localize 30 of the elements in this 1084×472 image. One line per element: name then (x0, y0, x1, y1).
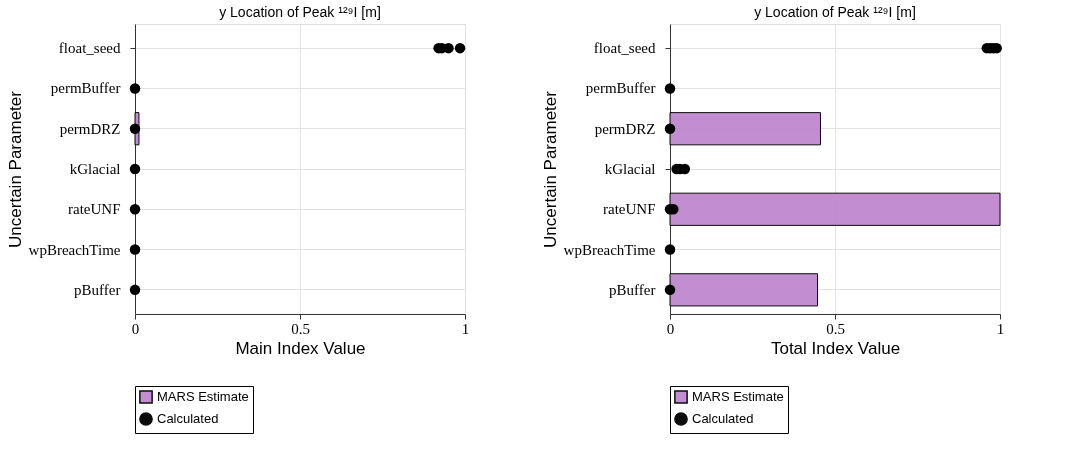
y-tick-label: kGlacial (69, 161, 121, 177)
x-tick-label: 1 (996, 320, 1005, 337)
y-tick-label: rateUNF (603, 201, 656, 218)
x-tick-label: 0.5 (291, 320, 310, 337)
x-tick-label: 0.5 (826, 320, 845, 337)
chart-title: y Location of Peak ¹²⁹I [m] (219, 4, 381, 20)
y-axis-title: Uncertain Parameter (5, 90, 25, 248)
y-tick-label: kGlacial (604, 161, 656, 177)
y-tick-label: float_seed (593, 40, 656, 57)
legend-label: Calculated (157, 411, 219, 426)
y-tick-label: pBuffer (609, 281, 656, 298)
y-tick-label: pBuffer (74, 281, 121, 298)
x-tick-label: 1 (461, 320, 470, 337)
x-axis-title: Total Index Value (770, 338, 901, 358)
y-tick-label: wpBreachTime (28, 241, 121, 258)
y-tick-label: float_seed (58, 40, 121, 57)
legend-label: MARS Estimate (157, 389, 249, 404)
y-tick-label: permBuffer (585, 80, 656, 97)
x-tick-label: 0 (131, 320, 140, 337)
y-tick-label: wpBreachTime (563, 241, 656, 258)
legend-label: MARS Estimate (692, 389, 784, 404)
y-tick-label: permDRZ (594, 120, 656, 137)
y-tick-label: permDRZ (59, 120, 121, 137)
legend-label: Calculated (692, 411, 754, 426)
y-axis-title: Uncertain Parameter (540, 90, 560, 248)
x-axis-title: Main Index Value (235, 338, 366, 358)
y-tick-label: permBuffer (50, 80, 121, 97)
x-tick-label: 0 (666, 320, 675, 337)
y-tick-label: rateUNF (68, 201, 121, 218)
chart-title: y Location of Peak ¹²⁹I [m] (754, 4, 916, 20)
